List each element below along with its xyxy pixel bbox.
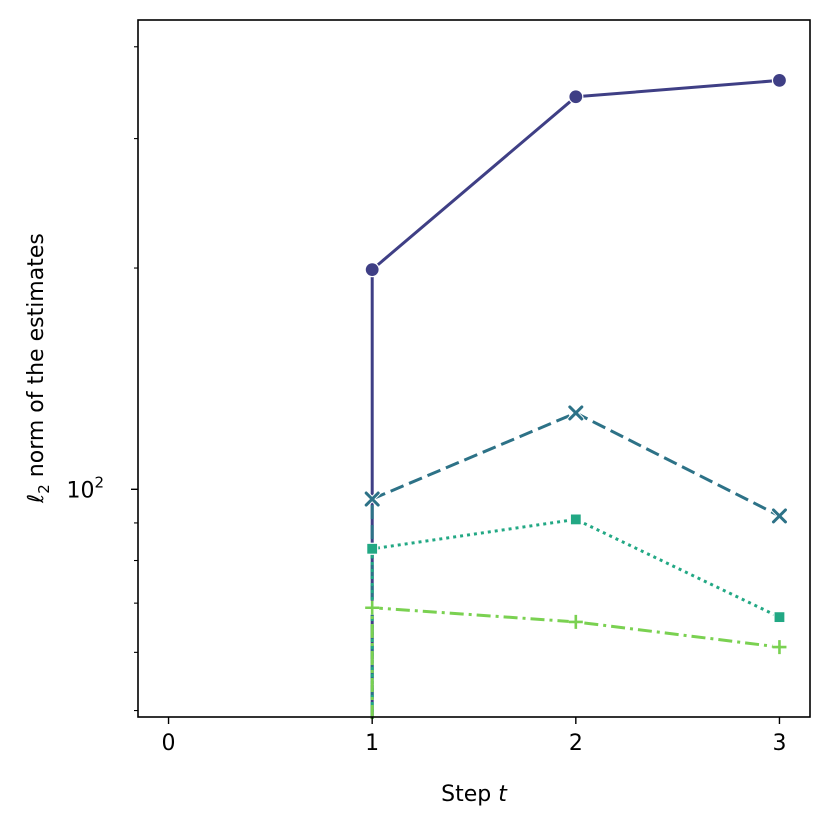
data-point-3-1 [366,542,379,555]
x-tick-label: 2 [569,731,583,756]
y-axis-label: ℓ2 norm of the estimates [24,233,53,504]
data-point-3-2 [569,513,582,526]
data-point-1-2 [568,89,584,105]
data-point-1-3 [771,72,788,89]
series-line-2 [370,411,781,719]
data-point-4-2 [568,614,583,629]
series-line-4 [370,606,780,719]
data-point-2-1 [363,490,381,508]
x-tick-label: 3 [772,731,786,756]
series-layer [363,72,788,719]
y-tick-label: 102 [66,473,104,503]
data-point-4-1 [365,600,380,615]
data-point-4-3 [772,640,787,655]
x-axis: 0 1 2 3 [162,717,786,756]
plot-frame [137,19,811,718]
x-axis-label: Step t [441,782,508,807]
data-point-2-2 [567,404,585,422]
x-tick-label: 0 [162,731,176,756]
data-point-3-3 [773,611,786,624]
data-point-2-3 [770,507,788,525]
series-line-1 [370,78,780,719]
y-axis: 102 [66,46,138,712]
x-tick-label: 1 [365,731,379,756]
data-point-1-1 [364,262,380,278]
